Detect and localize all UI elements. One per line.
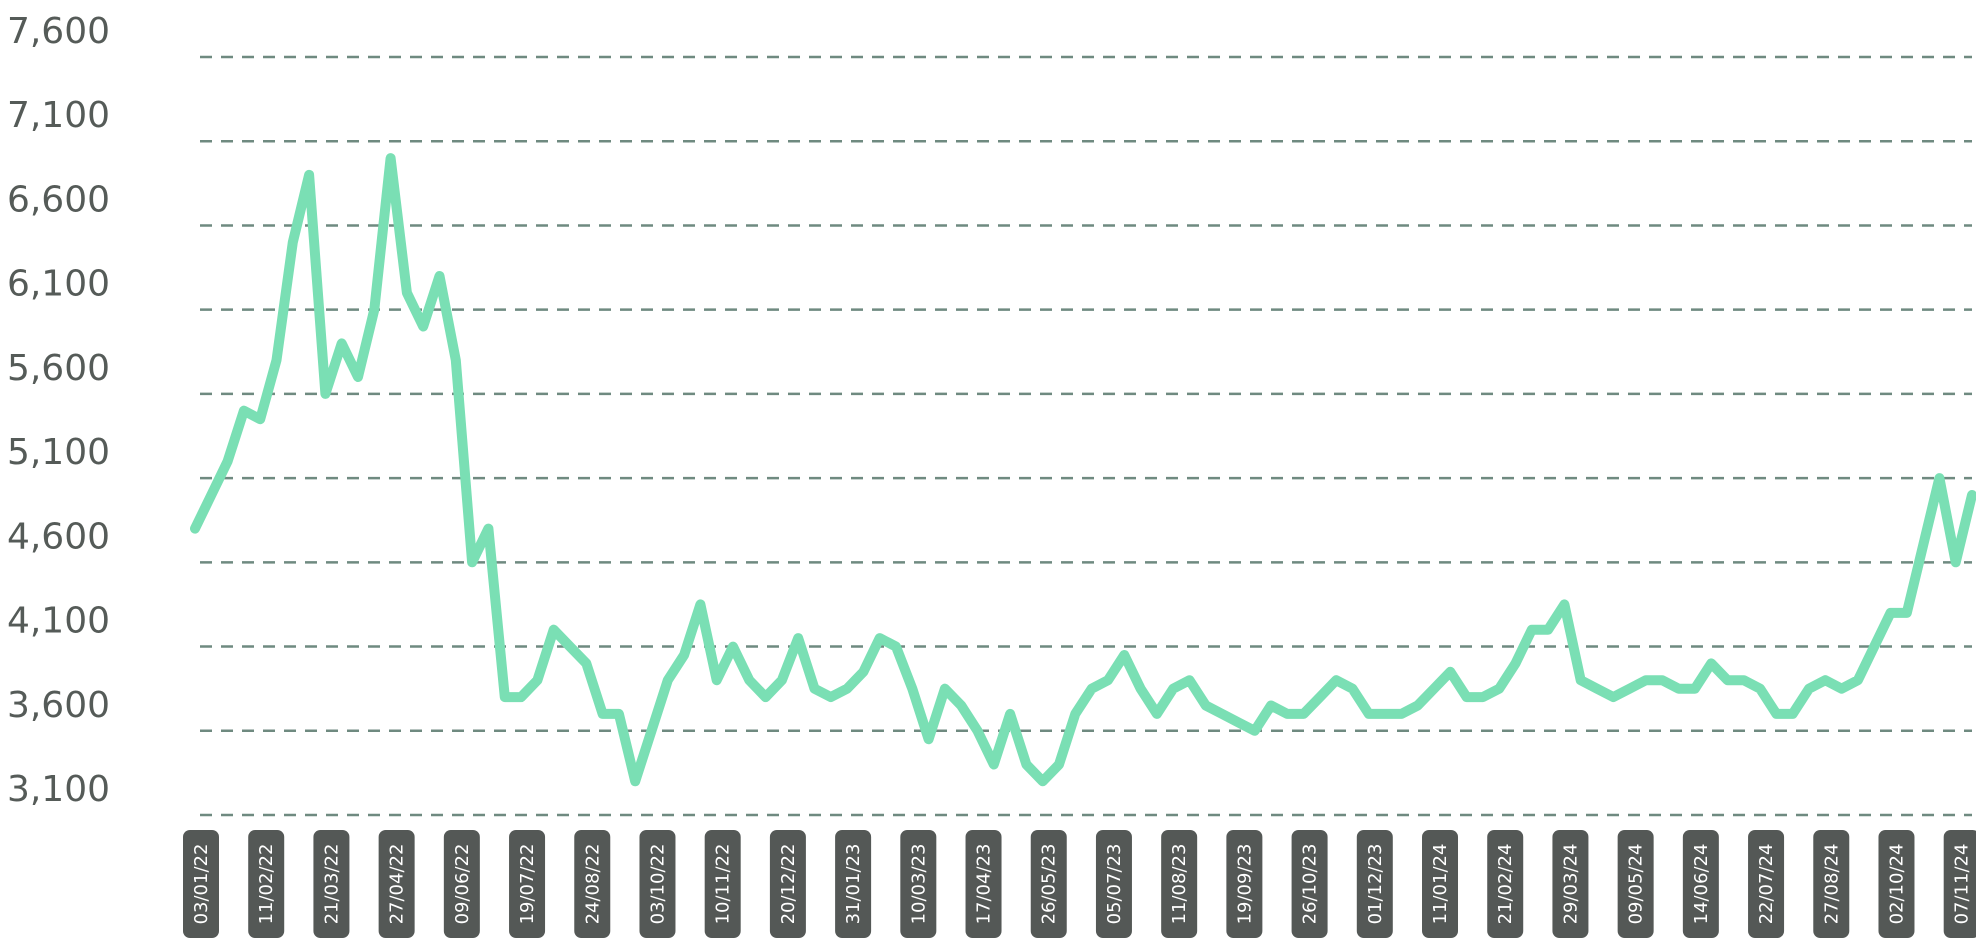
x-tick-box: [1095, 830, 1132, 938]
x-tick: 17/04/23: [965, 830, 1002, 938]
x-tick-box: [443, 830, 480, 938]
x-tick-label: 11/02/22: [256, 844, 277, 925]
y-tick-label: 3,100: [7, 769, 110, 810]
x-tick: 11/08/23: [1161, 830, 1198, 938]
x-tick: 19/07/22: [509, 830, 546, 938]
x-tick-box: [965, 830, 1002, 938]
x-tick: 26/05/23: [1030, 830, 1067, 938]
y-tick-label: 6,600: [7, 179, 110, 220]
x-tick: 22/07/24: [1748, 830, 1785, 938]
x-tick-label: 21/03/22: [321, 844, 342, 925]
x-tick-box: [1617, 830, 1654, 938]
x-tick-box: [574, 830, 611, 938]
x-tick: 11/02/22: [248, 830, 285, 938]
x-tick: 07/11/24: [1943, 830, 1976, 938]
x-tick-box: [1748, 830, 1785, 938]
x-tick-label: 29/03/24: [1560, 844, 1581, 925]
x-tick: 10/11/22: [704, 830, 741, 938]
x-tick-label: 01/12/23: [1365, 844, 1386, 925]
x-tick: 24/08/22: [574, 830, 611, 938]
x-tick-label: 10/03/23: [908, 844, 929, 925]
y-tick-label: 7,600: [7, 11, 110, 52]
x-tick-box: [378, 830, 415, 938]
x-tick-box: [639, 830, 676, 938]
x-tick-label: 19/07/22: [517, 844, 538, 925]
x-tick: 29/03/24: [1552, 830, 1589, 938]
x-tick-box: [1291, 830, 1328, 938]
x-tick-label: 26/05/23: [1039, 844, 1060, 925]
x-tick-label: 27/08/24: [1821, 844, 1842, 925]
x-tick-box: [1878, 830, 1915, 938]
x-tick-box: [769, 830, 806, 938]
x-tick-box: [900, 830, 937, 938]
x-tick-label: 31/01/23: [843, 844, 864, 925]
x-tick-label: 09/05/24: [1626, 844, 1647, 925]
y-tick-label: 4,100: [7, 601, 110, 642]
x-tick-label: 02/10/24: [1886, 844, 1907, 925]
y-tick-label: 3,600: [7, 685, 110, 726]
x-tick-box: [704, 830, 741, 938]
x-tick-label: 14/06/24: [1691, 844, 1712, 925]
x-tick-box: [1356, 830, 1393, 938]
x-tick-box: [183, 830, 219, 938]
x-tick-box: [509, 830, 546, 938]
x-tick-label: 19/09/23: [1234, 844, 1255, 925]
x-tick: 27/08/24: [1813, 830, 1850, 938]
x-tick: 05/07/23: [1095, 830, 1132, 938]
y-tick-label: 5,100: [7, 432, 110, 473]
x-tick-label: 21/02/24: [1495, 844, 1516, 925]
x-tick: 26/10/23: [1291, 830, 1328, 938]
x-tick: 21/03/22: [313, 830, 350, 938]
x-tick-label: 10/11/22: [713, 844, 734, 925]
x-tick-label: 17/04/23: [974, 844, 995, 925]
x-tick-label: 03/01/22: [191, 844, 212, 925]
x-tick-label: 27/04/22: [387, 844, 408, 925]
x-tick-label: 24/08/22: [582, 844, 603, 925]
y-tick-label: 7,100: [7, 95, 110, 136]
x-tick-box: [1030, 830, 1067, 938]
x-tick-box: [1813, 830, 1850, 938]
x-tick-box: [1161, 830, 1198, 938]
y-tick-label: 5,600: [7, 348, 110, 389]
x-tick: 03/10/22: [639, 830, 676, 938]
x-tick: 20/12/22: [769, 830, 806, 938]
x-tick-label: 11/01/24: [1430, 844, 1451, 925]
y-tick-label: 4,600: [7, 516, 110, 557]
x-tick-box: [1422, 830, 1459, 938]
x-tick-box: [835, 830, 872, 938]
x-tick-label: 03/10/22: [647, 844, 668, 925]
x-tick-label: 09/06/22: [452, 844, 473, 925]
x-tick: 19/09/23: [1226, 830, 1263, 938]
x-tick: 09/06/22: [443, 830, 480, 938]
x-tick: 03/01/22: [183, 830, 219, 938]
x-tick: 01/12/23: [1356, 830, 1393, 938]
x-tick-label: 05/07/23: [1104, 844, 1125, 925]
x-tick-box: [1226, 830, 1263, 938]
x-tick-box: [313, 830, 350, 938]
x-tick: 14/06/24: [1682, 830, 1719, 938]
x-tick: 31/01/23: [835, 830, 872, 938]
x-tick: 27/04/22: [378, 830, 415, 938]
x-tick-label: 11/08/23: [1169, 844, 1190, 925]
x-tick: 09/05/24: [1617, 830, 1654, 938]
x-tick-box: [1682, 830, 1719, 938]
y-tick-label: 6,100: [7, 264, 110, 305]
x-tick-box: [1552, 830, 1589, 938]
x-tick-label: 22/07/24: [1756, 844, 1777, 925]
x-tick: 02/10/24: [1878, 830, 1915, 938]
x-tick-label: 26/10/23: [1300, 844, 1321, 925]
x-tick-box: [248, 830, 285, 938]
price-line: [190, 153, 1976, 787]
x-tick-label: 20/12/22: [778, 844, 799, 925]
x-tick-box: [1943, 830, 1976, 938]
x-tick: 11/01/24: [1422, 830, 1459, 938]
x-tick-box: [1487, 830, 1524, 938]
x-tick-label: 07/11/24: [1952, 844, 1973, 925]
x-tick: 21/02/24: [1487, 830, 1524, 938]
x-tick: 10/03/23: [900, 830, 937, 938]
